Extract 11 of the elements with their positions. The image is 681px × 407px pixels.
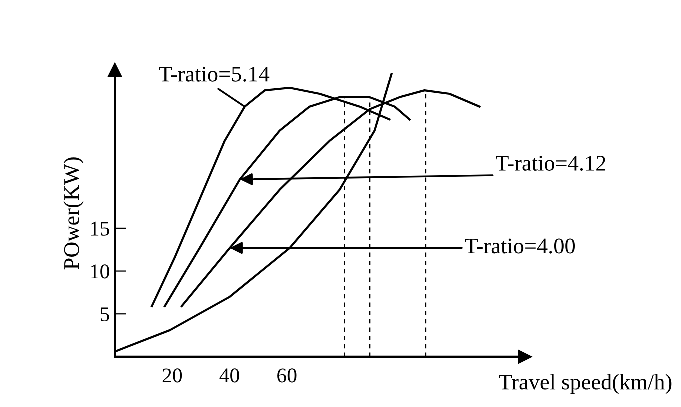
annotation: T-ratio=4.00 — [465, 238, 576, 254]
x-tick-label: 20 — [162, 368, 182, 383]
annotation: T-ratio=5.14 — [159, 66, 270, 82]
x-tick-label: 40 — [220, 368, 240, 383]
y-tick-label: 15 — [91, 222, 110, 236]
y-tick-label: 10 — [91, 264, 110, 279]
annotation: T-ratio=4.12 — [496, 156, 606, 172]
x-axis-title: Travel speed(km/h) — [499, 374, 672, 394]
x-tick-label: 60 — [278, 368, 297, 383]
y-axis-title: POwer(KW) — [64, 158, 84, 270]
y-tick-label: 5 — [101, 308, 110, 322]
